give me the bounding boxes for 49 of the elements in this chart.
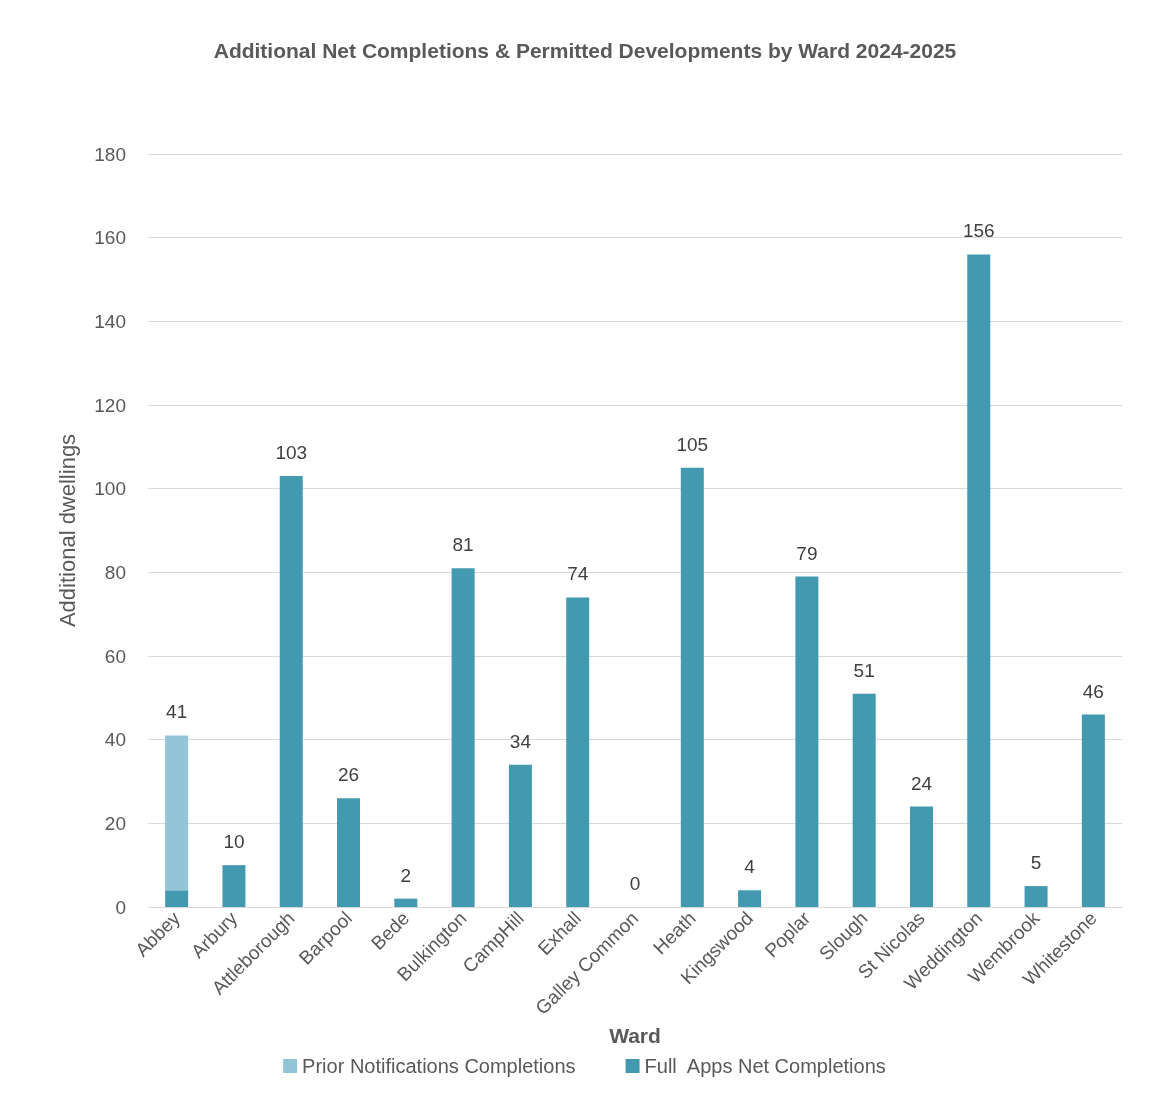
bar: [1024, 886, 1048, 907]
y-tick-label: 180: [94, 143, 126, 165]
y-tick-label: 120: [94, 394, 126, 416]
bar: [738, 890, 762, 907]
y-tick-label: 0: [115, 896, 126, 918]
total-label: 51: [853, 659, 875, 681]
y-tick-label: 60: [104, 645, 126, 667]
total-label: 81: [452, 534, 474, 556]
bar: [394, 898, 418, 907]
bar: [1081, 714, 1105, 907]
bar: [852, 693, 876, 907]
total-label: 2: [400, 864, 412, 886]
bar: [795, 576, 819, 907]
total-label: 103: [275, 442, 308, 464]
bar: [337, 798, 361, 907]
total-label: 156: [962, 220, 995, 242]
bar: [222, 865, 246, 907]
total-label: 0: [629, 873, 641, 894]
total-label: 41: [166, 701, 188, 723]
total-label: 46: [1082, 680, 1104, 702]
y-tick-label: 20: [104, 812, 126, 834]
y-axis-title: Additional dwellings: [54, 433, 80, 628]
bar: [566, 597, 590, 907]
total-label: 5: [1030, 852, 1042, 874]
total-label: 4: [744, 856, 756, 878]
legend-label: Prior Notifications Completions: [302, 1055, 576, 1077]
y-tick-label: 140: [94, 310, 126, 332]
legend-label: Full Apps Net Completions: [644, 1055, 886, 1077]
y-tick-label: 40: [104, 729, 126, 751]
y-tick-label: 80: [104, 561, 126, 583]
x-axis-title: Ward: [609, 1024, 661, 1048]
bar: [165, 890, 189, 907]
bar: [680, 467, 704, 907]
total-label: 105: [676, 433, 709, 455]
bar: [451, 568, 475, 907]
total-label: 74: [567, 563, 589, 585]
chart-title: Additional Net Completions & Permitted Developments by Ward 2024-2025: [213, 39, 957, 62]
total-label: 26: [337, 764, 360, 786]
bar: [508, 764, 532, 907]
bar: [279, 476, 303, 907]
y-tick-label: 160: [94, 227, 126, 249]
bar: [967, 254, 991, 907]
bar: [909, 806, 933, 907]
total-label: 10: [223, 831, 245, 853]
total-label: 34: [509, 730, 532, 752]
bar: [165, 735, 189, 891]
y-tick-label: 100: [94, 478, 126, 500]
total-label: 79: [796, 542, 818, 564]
total-label: 24: [910, 772, 933, 794]
